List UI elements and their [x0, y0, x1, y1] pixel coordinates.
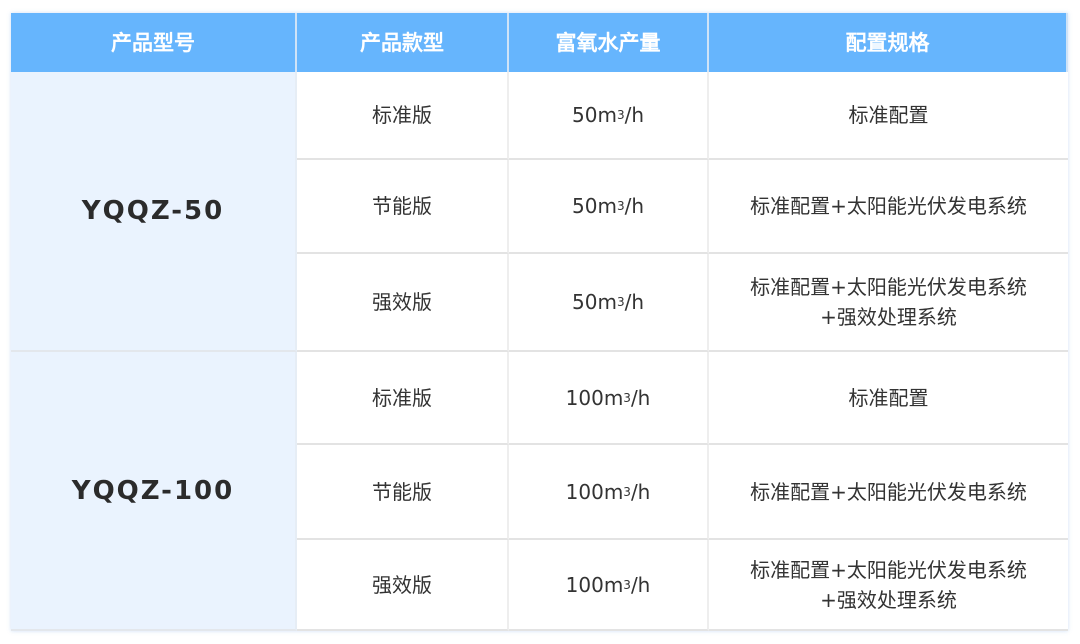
config-cell: 标准配置+太阳能光伏发电系统 +强效处理系统: [709, 540, 1068, 631]
config-line: 标准配置+太阳能光伏发电系统: [750, 557, 1027, 582]
config-line: 标准配置: [848, 103, 929, 127]
config-line: 标准配置+太阳能光伏发电系统: [750, 479, 1027, 504]
output-cell: 50m 3/h: [509, 160, 709, 254]
unit-exponent: 3: [623, 577, 631, 592]
output-cell: 50m 3/h: [509, 254, 709, 352]
config-cell: 标准配置+太阳能光伏发电系统: [709, 160, 1068, 254]
unit-tail: /h: [630, 479, 651, 504]
output-value: 50m: [572, 290, 617, 314]
config-cell: 标准配置: [709, 352, 1068, 445]
unit-exponent: 3: [623, 390, 631, 405]
output-value: 50m: [572, 103, 617, 127]
header-cell: 富氧水产量: [509, 13, 709, 72]
header-cell: 配置规格: [709, 13, 1068, 72]
model-cell: YQQZ-50: [11, 72, 297, 352]
unit-exponent: 3: [616, 199, 625, 213]
output-cell: 100m 3/h: [509, 352, 709, 445]
variant-cell: 标准版: [297, 72, 509, 160]
unit-tail: /h: [624, 103, 644, 127]
output-cell: 100m 3/h: [509, 445, 709, 540]
variant-cell: 节能版: [297, 445, 509, 540]
unit-exponent: 3: [623, 484, 631, 499]
config-cell: 标准配置: [709, 72, 1068, 160]
header-cell: 产品款型: [297, 13, 509, 72]
model-cell: YQQZ-100: [11, 352, 297, 631]
variant-cell: 强效版: [297, 254, 509, 352]
header-cell: 产品型号: [11, 13, 297, 72]
output-cell: 50m 3/h: [509, 72, 709, 160]
config-line: 标准配置+太阳能光伏发电系统: [750, 275, 1027, 299]
config-cell: 标准配置+太阳能光伏发电系统 +强效处理系统: [709, 254, 1068, 352]
variant-cell: 标准版: [297, 352, 509, 445]
unit-tail: /h: [630, 385, 651, 410]
config-line: +强效处理系统: [820, 587, 957, 612]
unit-tail: /h: [630, 572, 651, 597]
output-value: 100m: [565, 572, 624, 597]
output-value: 50m: [572, 194, 617, 218]
config-line: +强效处理系统: [820, 305, 957, 329]
output-value: 100m: [565, 385, 624, 410]
config-cell: 标准配置+太阳能光伏发电系统: [709, 445, 1068, 540]
output-value: 100m: [565, 479, 624, 504]
variant-cell: 节能版: [297, 160, 509, 254]
output-cell: 100m 3/h: [509, 540, 709, 631]
unit-tail: /h: [624, 290, 644, 314]
variant-cell: 强效版: [297, 540, 509, 631]
config-line: 标准配置: [848, 385, 929, 410]
unit-exponent: 3: [616, 108, 625, 122]
unit-exponent: 3: [616, 295, 625, 309]
product-spec-table: 产品型号 产品款型 富氧水产量 配置规格 YQQZ-50 标准版 50m 3/h 标准配置 节能版…: [11, 13, 1068, 631]
unit-tail: /h: [624, 194, 644, 218]
config-line: 标准配置+太阳能光伏发电系统: [750, 194, 1027, 218]
